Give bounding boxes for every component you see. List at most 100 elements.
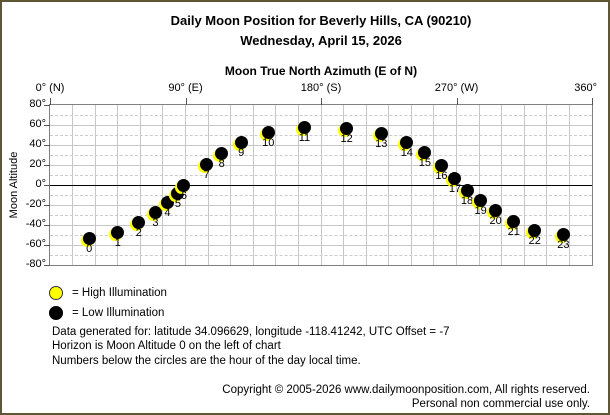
- page-title: Daily Moon Position for Beverly Hills, C…: [170, 13, 472, 28]
- horizontal-minor-gridline: [50, 134, 592, 136]
- note-data-generated: Data generated for: latitude 34.096629, …: [52, 326, 450, 338]
- horizontal-minor-gridline: [50, 114, 592, 116]
- moon-point-hour-label: 1: [114, 237, 121, 249]
- high-illumination-label: = High Illumination: [72, 287, 167, 299]
- horizontal-minor-gridline: [50, 254, 592, 256]
- moon-point-hour-label: 2: [135, 227, 142, 239]
- horizontal-minor-gridline: [50, 214, 592, 216]
- moon-point: [418, 145, 432, 159]
- x-axis-tick: [456, 98, 458, 105]
- y-axis-tick-label: -40°: [25, 218, 46, 230]
- moon-point: [215, 146, 229, 160]
- moon-point: [132, 215, 146, 229]
- moon-point: [200, 157, 214, 171]
- moon-point-hour-label: 8: [218, 158, 225, 170]
- x-axis-tick: [50, 98, 51, 105]
- moon-point-hour-label: 4: [164, 207, 171, 219]
- horizontal-gridline: [50, 244, 592, 246]
- moon-point: [374, 126, 388, 140]
- x-axis-title: Moon True North Azimuth (E of N): [224, 64, 418, 78]
- copyright-line: Copyright © 2005-2026 www.dailymoonposit…: [222, 384, 590, 396]
- y-axis-tick-label: 80°: [29, 98, 46, 110]
- moon-point: [177, 178, 191, 192]
- x-axis-tick: [321, 98, 322, 105]
- moon-point-hour-label: 9: [238, 147, 245, 159]
- moon-point-hour-label: 11: [298, 132, 311, 144]
- moon-point: [507, 214, 521, 228]
- moon-point-hour-label: 20: [489, 215, 502, 227]
- moon-point-hour-label: 16: [435, 170, 448, 182]
- moon-point-hour-label: 21: [507, 226, 520, 238]
- moon-point-hour-label: 23: [557, 239, 570, 251]
- x-axis-tick-label: 360°: [574, 82, 598, 94]
- y-axis-tick: [44, 205, 50, 206]
- moon-point: [111, 225, 125, 239]
- note-hour-numbers: Numbers below the circles are the hour o…: [52, 354, 361, 367]
- plot-area: 0 1 2 3 4 5 6 7 8 9 10 11 12 13 14 15 16 17 18 19 20 21 22 23: [49, 104, 593, 266]
- horizontal-gridline: [50, 224, 592, 226]
- moon-point: [460, 183, 474, 197]
- moon-point: [556, 227, 570, 241]
- x-axis-tick-label: 0° (N): [35, 82, 65, 94]
- page-subtitle: Wednesday, April 15, 2026: [240, 33, 402, 48]
- y-axis-tick-label: -60°: [25, 238, 46, 250]
- moon-point: [448, 171, 462, 185]
- horizontal-gridline: [50, 204, 592, 206]
- moon-point: [474, 193, 488, 207]
- y-axis-tick: [44, 105, 50, 106]
- y-axis-tick-label: 60°: [29, 118, 46, 130]
- y-axis-tick: [44, 145, 50, 146]
- horizontal-gridline: [50, 144, 592, 146]
- moon-point: [434, 158, 448, 172]
- moon-point-hour-label: 0: [86, 243, 93, 255]
- moon-point: [148, 205, 162, 219]
- high-illumination-swatch: [49, 286, 63, 300]
- x-axis-tick-label: 90° (E): [168, 82, 203, 94]
- x-axis-tick-label: 180° (S): [300, 82, 342, 94]
- x-axis-tick-label: 270° (W): [434, 82, 479, 94]
- moon-point-hour-label: 5: [174, 198, 182, 210]
- usage-line: Personal non commercial use only.: [411, 398, 590, 411]
- x-axis-tick: [185, 98, 187, 105]
- horizontal-minor-gridline: [50, 234, 592, 236]
- moon-point: [400, 135, 414, 149]
- note-horizon: Horizon is Moon Altitude 0 on the left o…: [52, 340, 281, 353]
- y-axis-tick-label: 40°: [29, 138, 46, 150]
- y-axis-tick: [44, 125, 50, 126]
- y-axis-tick-label: -20°: [25, 198, 46, 210]
- moon-point: [297, 120, 311, 134]
- y-axis-tick: [44, 185, 50, 186]
- zero-altitude-line: [50, 184, 592, 186]
- x-axis-tick: [592, 98, 593, 105]
- y-axis-tick-label: 0°: [35, 178, 46, 190]
- y-axis-tick: [44, 225, 50, 226]
- low-illumination-label: = Low Illumination: [72, 307, 165, 319]
- copyright: Copyright © 2005-2026 www.dailymoonposit…: [222, 383, 590, 411]
- y-axis-tick: [44, 165, 50, 166]
- moon-point-hour-label: 22: [528, 235, 541, 247]
- y-axis-tick-label: -80°: [25, 258, 46, 270]
- moon-point-hour-label: 17: [448, 183, 462, 195]
- horizontal-minor-gridline: [50, 154, 592, 156]
- horizontal-gridline: [50, 124, 592, 126]
- moon-point-hour-label: 19: [474, 205, 487, 217]
- horizontal-minor-gridline: [50, 174, 592, 176]
- moon-point: [82, 231, 96, 245]
- y-axis-tick-label: 20°: [29, 158, 46, 170]
- low-illumination-swatch: [49, 306, 63, 320]
- y-axis-tick: [44, 265, 50, 266]
- moon-point-hour-label: 15: [418, 157, 431, 169]
- moon-point-hour-label: 12: [340, 133, 353, 145]
- horizontal-gridline: [50, 164, 592, 166]
- moon-point-hour-label: 13: [375, 138, 388, 150]
- moon-point: [528, 223, 542, 237]
- moon-point: [261, 125, 275, 139]
- moon-point: [340, 121, 354, 135]
- moon-point-hour-label: 3: [152, 217, 159, 229]
- moon-point-hour-label: 10: [262, 137, 275, 149]
- y-axis-tick: [44, 245, 50, 246]
- horizontal-minor-gridline: [50, 194, 592, 196]
- moon-point-hour-label: 7: [203, 169, 210, 181]
- moon-point-hour-label: 6: [180, 190, 188, 202]
